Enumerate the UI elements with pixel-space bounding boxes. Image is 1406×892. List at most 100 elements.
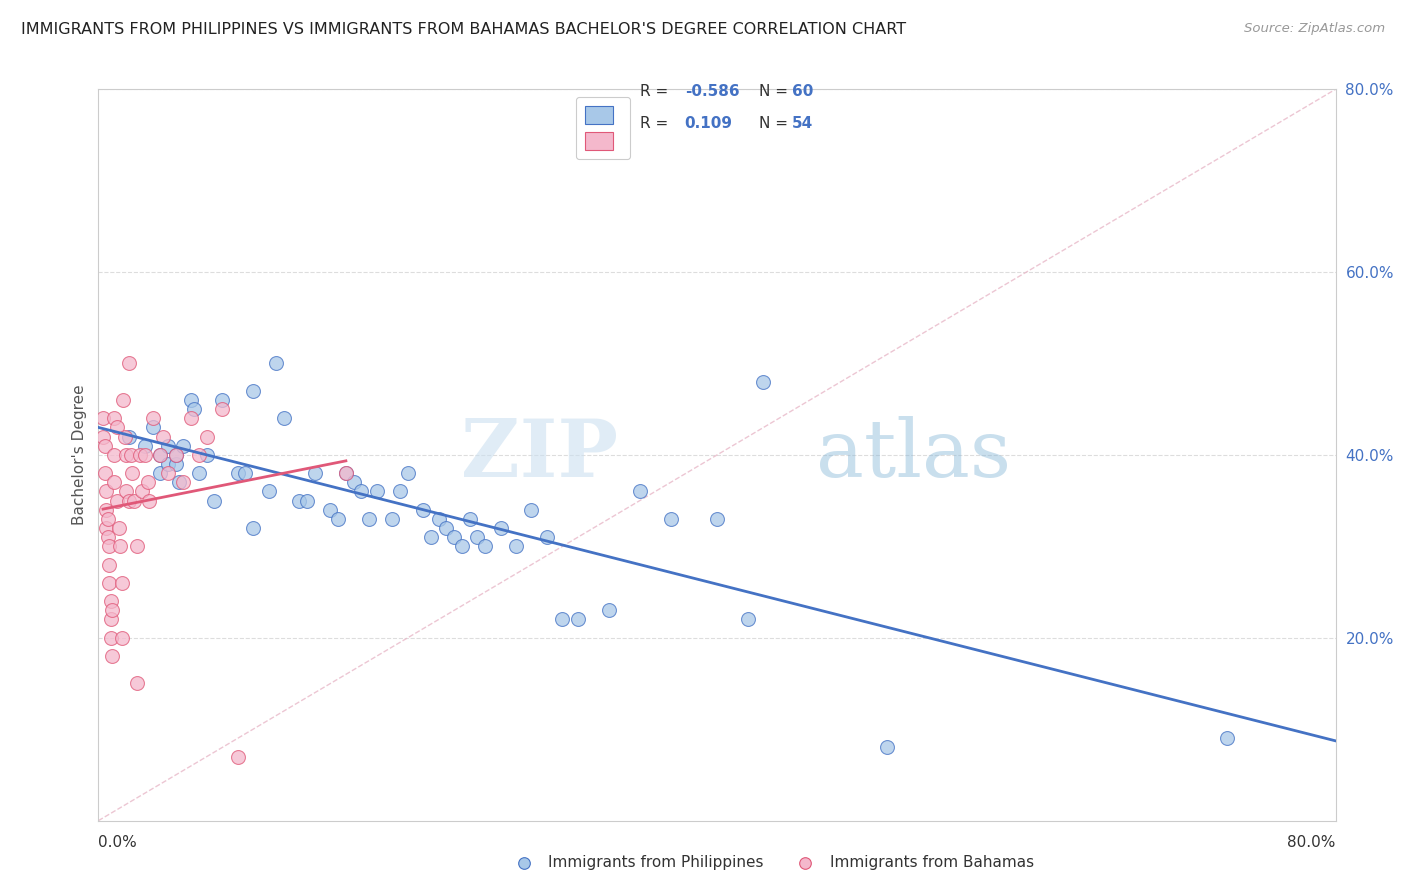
Point [173,439,195,453]
Legend: , : , [576,97,630,159]
Point [134,439,156,453]
Point [436,521,458,535]
Point [211,392,233,407]
Y-axis label: Bachelor's Degree: Bachelor's Degree [72,384,87,525]
Point [96,521,118,535]
Point [598,603,620,617]
Text: 0.0%: 0.0% [98,836,138,850]
Point [157,439,180,453]
Point [127,676,149,690]
Point [157,466,180,480]
Point [520,502,543,516]
Point [98,558,121,572]
Point [794,856,817,871]
Point [165,457,187,471]
Point [288,493,311,508]
Point [97,512,120,526]
Point [100,631,122,645]
Point [628,484,651,499]
Point [343,475,366,490]
Point [127,539,149,553]
Point [257,484,280,499]
Point [388,484,412,499]
Point [98,539,121,553]
Text: IMMIGRANTS FROM PHILIPPINES VS IMMIGRANTS FROM BAHAMAS BACHELOR'S DEGREE CORRELA: IMMIGRANTS FROM PHILIPPINES VS IMMIGRANT… [21,22,907,37]
Point [149,448,172,462]
Point [91,430,114,444]
Point [659,512,682,526]
Point [165,448,187,462]
Point [396,466,419,480]
Point [412,502,434,516]
Point [107,521,129,535]
Point [115,448,138,462]
Point [134,448,156,462]
Text: N =: N = [759,116,789,130]
Point [335,466,357,480]
Point [115,484,138,499]
Point [450,539,472,553]
Point [180,411,202,425]
Point [103,475,125,490]
Point [98,576,121,591]
Point [129,448,152,462]
Text: Immigrants from Philippines: Immigrants from Philippines [548,855,763,870]
Point [505,539,527,553]
Point [142,420,165,434]
Point [536,530,558,544]
Point [195,448,218,462]
Point [443,530,465,544]
Point [266,356,288,371]
Point [93,439,115,453]
Point [381,512,404,526]
Point [96,502,118,516]
Point [114,430,136,444]
Point [188,466,211,480]
Point [173,475,195,490]
Point [167,475,190,490]
Point [551,613,574,627]
Point [467,530,489,544]
Point [108,539,131,553]
Point [211,402,233,417]
Point [118,356,141,371]
Point [226,749,249,764]
Text: R =: R = [640,116,668,130]
Point [204,493,226,508]
Point [121,466,143,480]
Point [149,466,172,480]
Point [235,466,257,480]
Point [273,411,295,425]
Point [458,512,481,526]
Point [489,521,512,535]
Text: 54: 54 [792,116,813,130]
Point [474,539,496,553]
Point [427,512,450,526]
Point [513,856,536,871]
Point [142,411,165,425]
Text: -0.586: -0.586 [685,85,740,99]
Point [1216,731,1239,746]
Text: 60: 60 [792,85,813,99]
Point [101,603,124,617]
Point [111,576,134,591]
Point [101,649,124,664]
Point [752,375,775,389]
Point [242,521,264,535]
Point [112,392,135,407]
Point [357,512,380,526]
Text: R =: R = [640,85,668,99]
Point [335,466,357,480]
Point [152,430,174,444]
Point [138,493,160,508]
Point [165,448,187,462]
Point [136,475,159,490]
Point [326,512,350,526]
Point [93,466,115,480]
Point [97,530,120,544]
Text: N =: N = [759,85,789,99]
Point [157,457,180,471]
Point [195,430,218,444]
Point [103,448,125,462]
Point [180,392,202,407]
